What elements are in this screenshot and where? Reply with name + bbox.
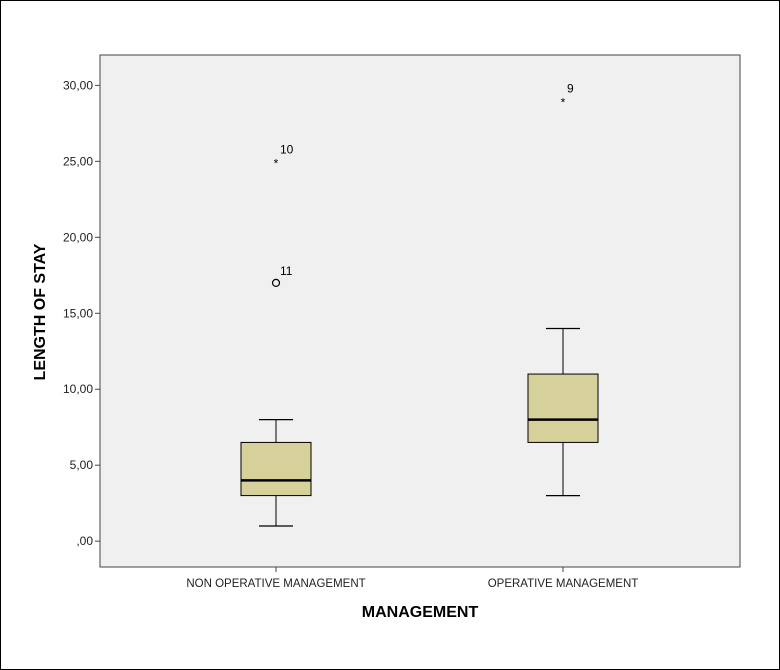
y-axis: ,00 5,00 10,00 15,00 20,00 25,00 30,00 — [63, 78, 100, 548]
outlier-label: 9 — [567, 82, 574, 96]
iqr-box — [240, 441, 312, 497]
outlier-star-marker: * — [274, 156, 279, 170]
box-series: 11 *10 — [240, 142, 312, 527]
x-category-label: OPERATIVE MANAGEMENT — [488, 578, 639, 590]
x-axis-title: MANAGEMENT — [362, 604, 479, 621]
boxes-group: 11*10*9 — [240, 82, 599, 527]
y-tick-label: 25,00 — [63, 154, 93, 168]
outlier-circle-marker — [271, 278, 281, 287]
y-tick-label: 5,00 — [70, 458, 94, 472]
x-category-label: NON OPERATIVE MANAGEMENT — [186, 578, 365, 590]
y-tick-label: 20,00 — [63, 230, 93, 244]
outlier-star-marker: * — [561, 96, 566, 110]
y-axis-title: LENGTH OF STAY — [32, 243, 49, 380]
box-series: *9 — [527, 82, 599, 497]
outlier-label: 11 — [280, 264, 293, 278]
iqr-box — [527, 373, 599, 443]
x-axis: NON OPERATIVE MANAGEMENT OPERATIVE MANAGE… — [186, 567, 638, 590]
y-tick-label: 30,00 — [63, 78, 93, 92]
y-tick-label: 10,00 — [63, 382, 93, 396]
y-tick-label: 15,00 — [63, 306, 93, 320]
outlier-label: 10 — [280, 142, 294, 156]
y-tick-label: ,00 — [76, 534, 93, 548]
plot-area — [99, 54, 741, 568]
